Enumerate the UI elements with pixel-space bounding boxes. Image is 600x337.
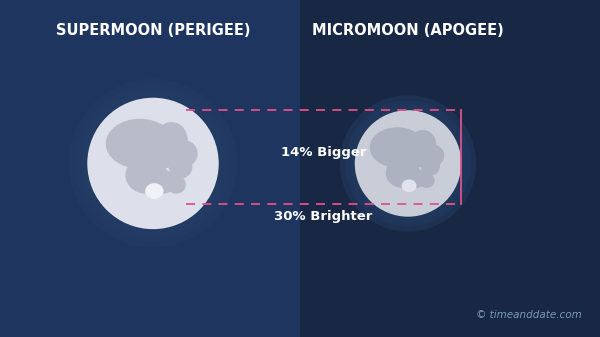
Ellipse shape (406, 154, 416, 165)
Ellipse shape (87, 98, 219, 229)
Ellipse shape (345, 101, 471, 226)
Text: SUPERMOON (PERIGEE): SUPERMOON (PERIGEE) (56, 23, 250, 38)
Ellipse shape (421, 156, 440, 176)
Ellipse shape (125, 157, 167, 194)
Ellipse shape (158, 152, 174, 168)
Ellipse shape (419, 173, 434, 188)
Text: 30% Brighter: 30% Brighter (274, 210, 373, 223)
Ellipse shape (370, 127, 425, 168)
Ellipse shape (386, 158, 420, 188)
Ellipse shape (340, 95, 476, 232)
Ellipse shape (106, 119, 174, 169)
Ellipse shape (401, 179, 416, 192)
Ellipse shape (169, 155, 193, 179)
Text: © timeanddate.com: © timeanddate.com (476, 310, 582, 320)
Ellipse shape (406, 169, 427, 188)
Text: MICROMOON (APOGEE): MICROMOON (APOGEE) (312, 23, 504, 38)
Ellipse shape (145, 183, 164, 199)
Ellipse shape (166, 175, 186, 194)
Bar (300, 0, 600, 337)
Ellipse shape (410, 164, 416, 171)
Ellipse shape (155, 122, 188, 159)
Ellipse shape (423, 145, 444, 166)
Ellipse shape (76, 86, 230, 241)
Ellipse shape (150, 170, 176, 194)
Bar (0, 0, 300, 337)
Ellipse shape (417, 151, 422, 157)
Ellipse shape (155, 165, 164, 173)
Ellipse shape (349, 105, 467, 222)
Text: 14% Bigger: 14% Bigger (281, 146, 367, 159)
Ellipse shape (69, 79, 237, 248)
Ellipse shape (410, 130, 436, 160)
Ellipse shape (150, 152, 163, 165)
Ellipse shape (164, 148, 171, 155)
Ellipse shape (355, 110, 461, 217)
Ellipse shape (172, 141, 197, 167)
Ellipse shape (81, 91, 225, 236)
Ellipse shape (412, 154, 425, 167)
